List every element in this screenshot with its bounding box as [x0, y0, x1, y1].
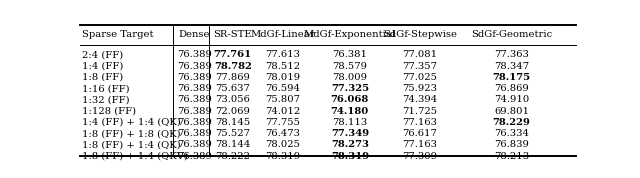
Text: 1:8 (FF) + 1:8 (QK): 1:8 (FF) + 1:8 (QK) [83, 129, 181, 138]
Text: 77.025: 77.025 [403, 73, 437, 82]
Text: 76.068: 76.068 [331, 95, 369, 104]
Text: 77.349: 77.349 [331, 129, 369, 138]
Text: SR-STE: SR-STE [214, 30, 252, 39]
Text: 1:8 (FF) + 1:4 (QKV): 1:8 (FF) + 1:4 (QKV) [83, 152, 189, 161]
Text: 75.527: 75.527 [215, 129, 250, 138]
Text: 78.113: 78.113 [332, 118, 367, 127]
Text: 77.357: 77.357 [403, 62, 437, 71]
Text: 76.839: 76.839 [494, 140, 529, 149]
Text: 1:128 (FF): 1:128 (FF) [83, 107, 136, 116]
Text: 74.910: 74.910 [494, 95, 529, 104]
Text: 77.755: 77.755 [265, 118, 300, 127]
Text: 76.869: 76.869 [494, 84, 529, 93]
Text: 78.273: 78.273 [331, 140, 369, 149]
Text: 77.163: 77.163 [403, 140, 437, 149]
Text: 74.394: 74.394 [402, 95, 437, 104]
Text: 78.144: 78.144 [215, 140, 250, 149]
Text: 78.145: 78.145 [215, 118, 250, 127]
Text: 78.319: 78.319 [265, 152, 300, 161]
Text: MdGf-Exponential: MdGf-Exponential [304, 30, 396, 39]
Text: 76.389: 76.389 [177, 84, 212, 93]
Text: 76.594: 76.594 [265, 84, 300, 93]
Text: 1:8 (FF) + 1:4 (QK): 1:8 (FF) + 1:4 (QK) [83, 140, 181, 149]
Text: 77.081: 77.081 [402, 50, 437, 59]
Text: 1:4 (FF) + 1:4 (QK): 1:4 (FF) + 1:4 (QK) [83, 118, 181, 127]
Text: 76.389: 76.389 [177, 107, 212, 116]
Text: 78.512: 78.512 [265, 62, 300, 71]
Text: 77.363: 77.363 [494, 50, 529, 59]
Text: SdGf-Geometric: SdGf-Geometric [471, 30, 552, 39]
Text: 78.009: 78.009 [332, 73, 367, 82]
Text: 1:32 (FF): 1:32 (FF) [83, 95, 130, 104]
Text: 78.222: 78.222 [215, 152, 250, 161]
Text: 74.180: 74.180 [331, 107, 369, 116]
Text: 78.229: 78.229 [493, 118, 531, 127]
Text: 76.381: 76.381 [332, 50, 367, 59]
Text: 77.325: 77.325 [331, 84, 369, 93]
Text: 76.389: 76.389 [177, 118, 212, 127]
Text: 77.869: 77.869 [215, 73, 250, 82]
Text: 78.782: 78.782 [214, 62, 252, 71]
Text: 77.613: 77.613 [265, 50, 300, 59]
Text: 71.725: 71.725 [402, 107, 437, 116]
Text: 1:8 (FF): 1:8 (FF) [83, 73, 124, 82]
Text: 76.617: 76.617 [403, 129, 437, 138]
Text: 76.389: 76.389 [177, 140, 212, 149]
Text: 76.389: 76.389 [177, 152, 212, 161]
Text: 75.923: 75.923 [403, 84, 437, 93]
Text: 77.309: 77.309 [403, 152, 437, 161]
Text: 74.012: 74.012 [265, 107, 300, 116]
Text: 69.801: 69.801 [494, 107, 529, 116]
Text: 78.579: 78.579 [332, 62, 367, 71]
Text: 76.389: 76.389 [177, 62, 212, 71]
Text: 77.163: 77.163 [403, 118, 437, 127]
Text: 76.389: 76.389 [177, 95, 212, 104]
Text: SdGf-Stepwise: SdGf-Stepwise [383, 30, 457, 39]
Text: 72.069: 72.069 [215, 107, 250, 116]
Text: 75.637: 75.637 [215, 84, 250, 93]
Text: MdGf-Linear: MdGf-Linear [250, 30, 315, 39]
Text: 76.389: 76.389 [177, 129, 212, 138]
Text: 2:4 (FF): 2:4 (FF) [83, 50, 124, 59]
Text: 78.175: 78.175 [492, 73, 531, 82]
Text: 78.025: 78.025 [265, 140, 300, 149]
Text: 76.389: 76.389 [177, 50, 212, 59]
Text: 77.761: 77.761 [214, 50, 252, 59]
Text: 75.807: 75.807 [265, 95, 300, 104]
Text: Sparse Target: Sparse Target [83, 30, 154, 39]
Text: 78.213: 78.213 [494, 152, 529, 161]
Text: 1:16 (FF): 1:16 (FF) [83, 84, 130, 93]
Text: 73.056: 73.056 [215, 95, 250, 104]
Text: 78.019: 78.019 [265, 73, 300, 82]
Text: 76.334: 76.334 [494, 129, 529, 138]
Text: 78.347: 78.347 [494, 62, 529, 71]
Text: 1:4 (FF): 1:4 (FF) [83, 62, 124, 71]
Text: Dense: Dense [179, 30, 211, 39]
Text: 76.389: 76.389 [177, 73, 212, 82]
Text: 78.319: 78.319 [331, 152, 369, 161]
Text: 76.473: 76.473 [265, 129, 300, 138]
